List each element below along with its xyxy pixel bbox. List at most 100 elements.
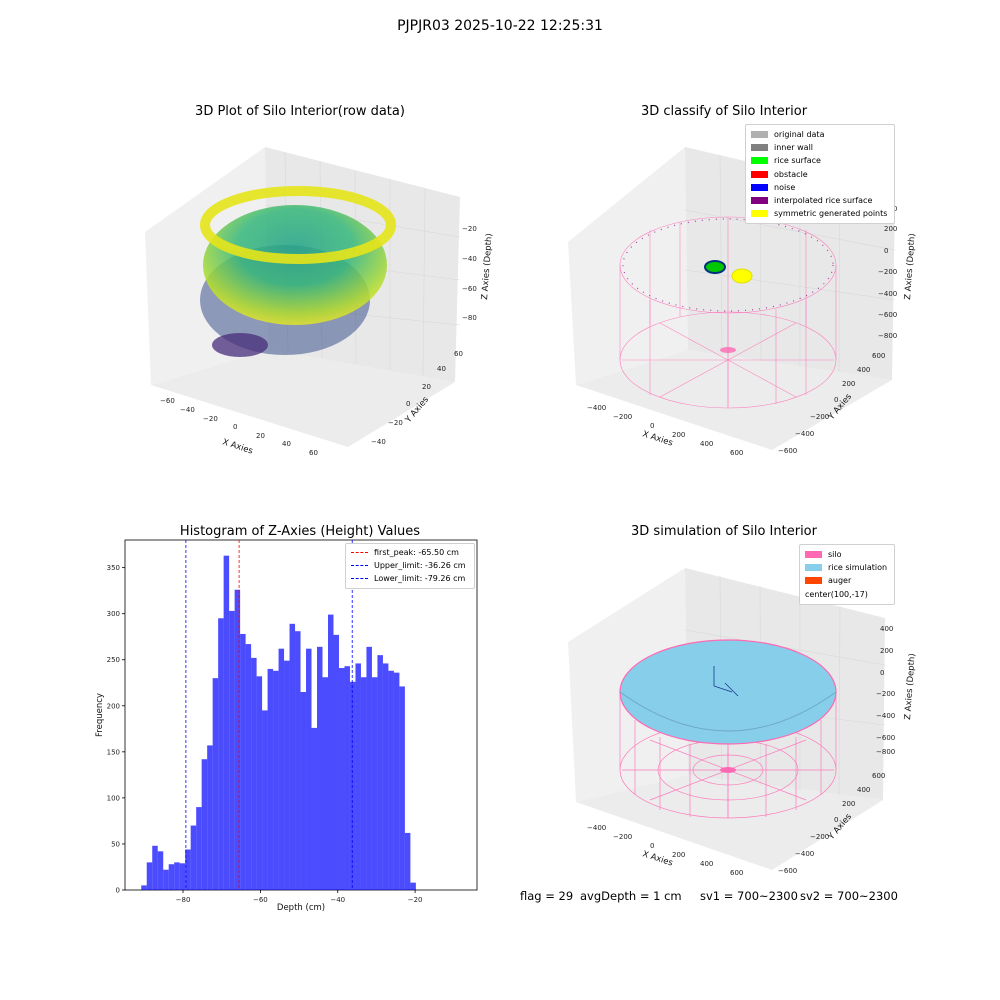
simulation-xtick: 0	[650, 842, 654, 850]
classify-floor-pane	[576, 350, 892, 450]
histogram-ytick-label: 350	[107, 564, 120, 572]
histogram-bar	[338, 668, 345, 890]
histogram-bar	[410, 882, 416, 890]
classify-xtick: 400	[700, 440, 713, 448]
legend-label: first_peak: -65.50 cm	[374, 548, 459, 558]
histogram-bar	[349, 681, 356, 890]
histogram-bar	[273, 670, 279, 890]
histogram-ytick-label: 50	[111, 840, 120, 848]
histogram-bar	[207, 745, 213, 890]
classify-silo-bottom-center	[720, 347, 736, 353]
legend-line	[351, 552, 368, 554]
legend-swatch	[751, 131, 768, 139]
simulation-xtick: −400	[587, 824, 606, 832]
simulation-rice-surface	[619, 639, 837, 745]
simulation-ztick: −600	[876, 734, 895, 742]
classify-xlabel: X Axies	[641, 429, 674, 448]
legend-swatch	[805, 577, 822, 585]
histogram-bar	[344, 666, 350, 890]
classify-plot[interactable]: −400 −200 0 200 400 600 X Axies −600 −40…	[500, 0, 1000, 500]
histogram-bar	[168, 864, 175, 890]
histogram-xlabel: Depth (cm)	[277, 903, 325, 913]
legend-entry: center(100,-17)	[805, 588, 889, 601]
histogram-bar	[404, 832, 411, 890]
raw-ytick: 40	[437, 365, 446, 373]
simulation-xtick: 400	[700, 860, 713, 868]
raw-ytick: 60	[454, 350, 463, 358]
legend-entry: auger	[805, 574, 889, 587]
simulation-xtick: 200	[672, 851, 685, 859]
simulation-ytick: 0	[834, 816, 838, 824]
simulation-plot[interactable]: −400 −200 0 200 400 600 X Axies −600 −40…	[500, 500, 1000, 1000]
simulation-ytick: −200	[810, 833, 829, 841]
histogram-bar	[278, 648, 285, 890]
simulation-ztick: 400	[880, 625, 893, 633]
simulation-ztick: 200	[880, 647, 893, 655]
legend-entry: original data	[751, 128, 889, 141]
classify-ztick: −600	[878, 311, 897, 319]
histogram-bar	[146, 862, 153, 890]
histogram-xtick-label: −20	[408, 896, 423, 904]
raw-xtick: 0	[233, 423, 237, 431]
histogram-bar	[366, 646, 372, 890]
histogram-bar	[157, 851, 164, 890]
histogram-bar	[251, 657, 257, 890]
histogram-bar	[190, 825, 197, 890]
histogram-bar	[399, 686, 405, 890]
histogram-ytick-label: 250	[107, 656, 120, 664]
raw-xtick: −20	[203, 415, 218, 423]
simulation-ztick: −200	[876, 690, 895, 698]
histogram-bar	[317, 646, 323, 890]
simulation-ytick: −600	[778, 867, 797, 875]
legend-entry: Lower_limit: -79.26 cm	[351, 572, 469, 585]
raw-xtick: 20	[256, 432, 265, 440]
histogram-bar	[152, 845, 158, 890]
classify-ztick: −400	[878, 290, 897, 298]
histogram-bar	[371, 677, 378, 890]
classify-ytick: 600	[872, 352, 885, 360]
histogram-chart[interactable]: −80 −60 −40 −20 0 50 100 150 200 250 300 350 Depth…	[0, 500, 500, 1000]
histogram-bar	[267, 668, 274, 890]
raw-ztick: −80	[462, 314, 477, 322]
legend-line	[351, 578, 368, 580]
histogram-bar	[382, 663, 389, 890]
raw-plot[interactable]: −60 −40 −20 0 20 40 60 X Axies −40 −20 0…	[0, 0, 500, 500]
legend-swatch	[751, 197, 768, 205]
figure-suptitle: PJPJR03 2025-10-22 12:25:31	[397, 18, 603, 34]
legend-label: auger	[828, 576, 852, 586]
simulation-rice-wall	[619, 691, 837, 732]
legend-swatch	[751, 210, 768, 218]
classify-ytick: −200	[810, 413, 829, 421]
raw-ytick: 0	[406, 400, 410, 408]
histogram-ytick-label: 150	[107, 748, 120, 756]
histogram-bar	[240, 633, 246, 890]
classify-symmetric-points	[731, 268, 753, 284]
histogram-bar	[377, 655, 383, 890]
simulation-auger	[713, 666, 739, 697]
raw-ytick: −40	[371, 438, 386, 446]
simulation-ytick: −400	[795, 850, 814, 858]
legend-entry: rice surface	[751, 154, 889, 167]
classify-rice-surface-points	[704, 260, 726, 274]
footer-sv2: sv2 = 700~2300	[800, 889, 898, 903]
histogram-bar	[174, 862, 180, 890]
legend-swatch	[751, 144, 768, 152]
legend-entry: inner wall	[751, 141, 889, 154]
classify-xtick: 0	[650, 422, 654, 430]
histogram-xtick-label: −40	[330, 896, 345, 904]
legend-line	[351, 565, 368, 567]
histogram-bar	[141, 885, 147, 890]
histogram-legend: first_peak: -65.50 cm Upper_limit: -36.2…	[345, 543, 475, 589]
histogram-ylabel: Frequency	[95, 693, 105, 737]
raw-bowl-bottom-cluster	[212, 333, 268, 357]
simulation-xtick: −200	[613, 833, 632, 841]
histogram-bar	[179, 863, 186, 890]
legend-entry: interpolated rice surface	[751, 194, 889, 207]
classify-silo-wireframe	[619, 216, 837, 409]
raw-ytick: −20	[388, 419, 403, 427]
legend-label: Lower_limit: -79.26 cm	[374, 574, 466, 584]
histogram-bar	[201, 759, 208, 890]
classify-plot-title: 3D classify of Silo Interior	[640, 104, 808, 119]
histogram-bar	[300, 691, 307, 890]
simulation-legend: silo rice simulation auger center(100,-1…	[799, 544, 895, 605]
